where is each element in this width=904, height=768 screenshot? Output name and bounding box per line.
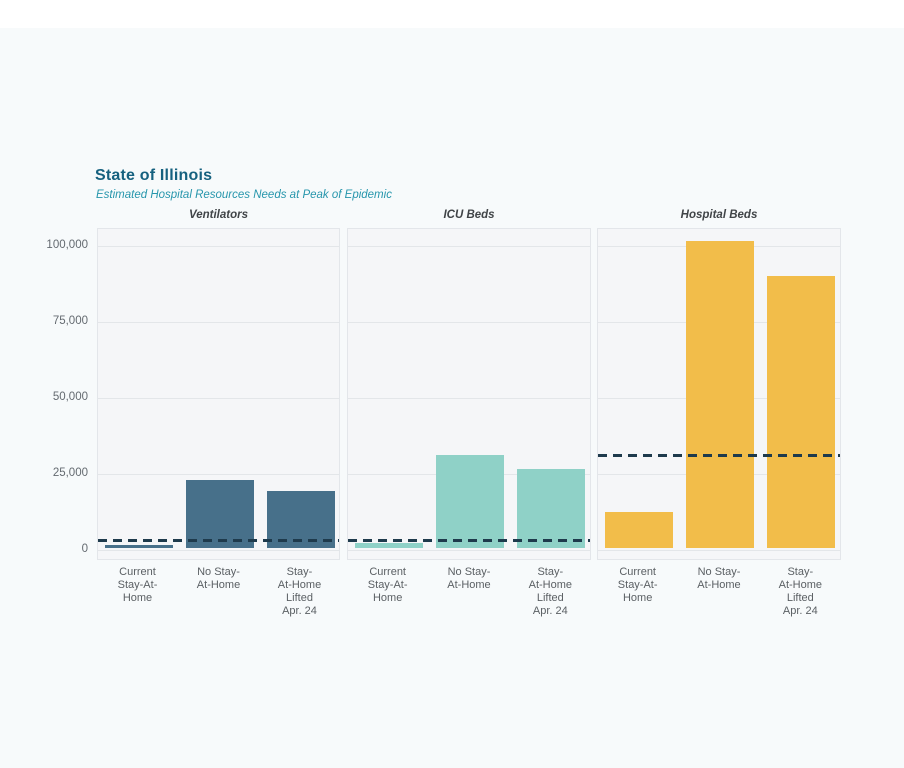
x-axis-tick-label-line: Stay- <box>286 566 313 578</box>
x-axis-tick-label-line: At-Home <box>778 579 823 591</box>
y-axis-tick-label: 75,000 <box>52 315 88 327</box>
y-axis-tick-label: 50,000 <box>52 391 88 403</box>
facet-title: Ventilators <box>188 209 248 221</box>
chart-title: State of Illinois <box>95 167 213 184</box>
x-axis-tick-label: No Stay- At-Home <box>178 566 259 618</box>
bar-no-stay-at-home <box>186 480 254 548</box>
bar-no-stay-at-home <box>436 455 504 548</box>
facet-panel <box>597 228 841 560</box>
x-axis-labels: Current Stay-At- Home No Stay- At-Home Stay- A… <box>347 566 591 618</box>
x-axis-labels: Current Stay-At- Home No Stay- At-Home Stay- A… <box>597 566 841 618</box>
x-axis-tick-label-line: Lifted <box>286 592 313 604</box>
x-axis-tick-label-line: Stay-At- <box>367 579 408 591</box>
x-axis-tick-label-line: Current <box>369 566 406 578</box>
bar-stay-at-home-lifted-apr-24 <box>767 276 835 548</box>
top-whitespace-bar <box>0 0 904 28</box>
x-axis-tick-label: Current Stay-At- Home <box>97 566 178 618</box>
x-axis-tick-label: Stay- At-Home Lifted Apr. 24 <box>760 566 841 618</box>
gridline <box>98 550 339 551</box>
x-axis-labels: Current Stay-At- Home No Stay- At-Home Stay- A… <box>97 566 340 618</box>
capacity-dashed-line <box>98 538 339 542</box>
x-axis-tick-label-line: Apr. 24 <box>782 605 818 617</box>
x-axis-tick-label-line: Stay-At- <box>617 579 658 591</box>
bar-no-stay-at-home <box>686 241 754 548</box>
x-axis-tick-label-line: Home <box>372 592 403 604</box>
x-axis-tick-label-line: Current <box>619 566 656 578</box>
x-axis-tick-label-line: Stay-At- <box>117 579 158 591</box>
chart-subtitle: Estimated Hospital Resources Needs at Pe… <box>96 189 392 201</box>
x-axis-tick-label-line: Apr. 24 <box>532 605 568 617</box>
gridline <box>348 550 590 551</box>
x-axis-tick-label-line: Lifted <box>536 592 564 604</box>
gridline <box>598 550 840 551</box>
gridline <box>348 398 590 399</box>
bar-current-stay-at-home <box>605 512 673 548</box>
x-axis-tick-label-line: Stay- <box>537 566 564 578</box>
gridline <box>348 246 590 247</box>
facet-title: Hospital Beds <box>680 209 758 221</box>
facet-panel <box>347 228 591 560</box>
x-axis-tick-label-line: At-Home <box>447 579 491 591</box>
y-axis-tick-label: 25,000 <box>52 467 88 479</box>
x-axis-tick-label-line: At-Home <box>277 579 322 591</box>
x-axis-tick-label-line: At-Home <box>196 579 241 591</box>
facet-title: ICU Beds <box>443 209 495 221</box>
x-axis-tick-label: Stay- At-Home Lifted Apr. 24 <box>510 566 591 618</box>
gridline <box>98 398 339 399</box>
x-axis-tick-label-line: Current <box>119 566 156 578</box>
capacity-dashed-line <box>348 538 590 542</box>
x-axis-tick-label-line: Stay- <box>787 566 814 578</box>
x-axis-tick-label-line: Home <box>622 592 653 604</box>
x-axis-tick-label-line: No Stay- <box>447 566 491 578</box>
x-axis-tick-label: No Stay- At-Home <box>678 566 759 618</box>
bar-current-stay-at-home <box>105 545 173 548</box>
x-axis-tick-label-line: At-Home <box>697 579 741 591</box>
x-axis-tick-label: Stay- At-Home Lifted Apr. 24 <box>259 566 340 618</box>
x-axis-tick-label: Current Stay-At- Home <box>347 566 428 618</box>
gridline <box>98 474 339 475</box>
x-axis-tick-label-line: Lifted <box>786 592 814 604</box>
x-axis-tick-label-line: At-Home <box>528 579 573 591</box>
y-axis-tick-label: 100,000 <box>46 239 88 251</box>
y-axis-tick-label: 0 <box>81 543 88 555</box>
bar-stay-at-home-lifted-apr-24 <box>517 469 585 548</box>
facet-panel <box>97 228 340 560</box>
x-axis-tick-label-line: Apr. 24 <box>282 605 317 617</box>
x-axis-tick-label-line: No Stay- <box>197 566 240 578</box>
x-axis-tick-label-line: No Stay- <box>697 566 741 578</box>
x-axis-tick-label-line: Home <box>122 592 153 604</box>
gridline <box>98 322 339 323</box>
x-axis-tick-label: Current Stay-At- Home <box>597 566 678 618</box>
gridline <box>348 322 590 323</box>
bar-current-stay-at-home <box>355 543 423 548</box>
bar-stay-at-home-lifted-apr-24 <box>267 491 335 548</box>
gridline <box>98 246 339 247</box>
capacity-dashed-line <box>598 453 840 457</box>
x-axis-tick-label: No Stay- At-Home <box>428 566 509 618</box>
